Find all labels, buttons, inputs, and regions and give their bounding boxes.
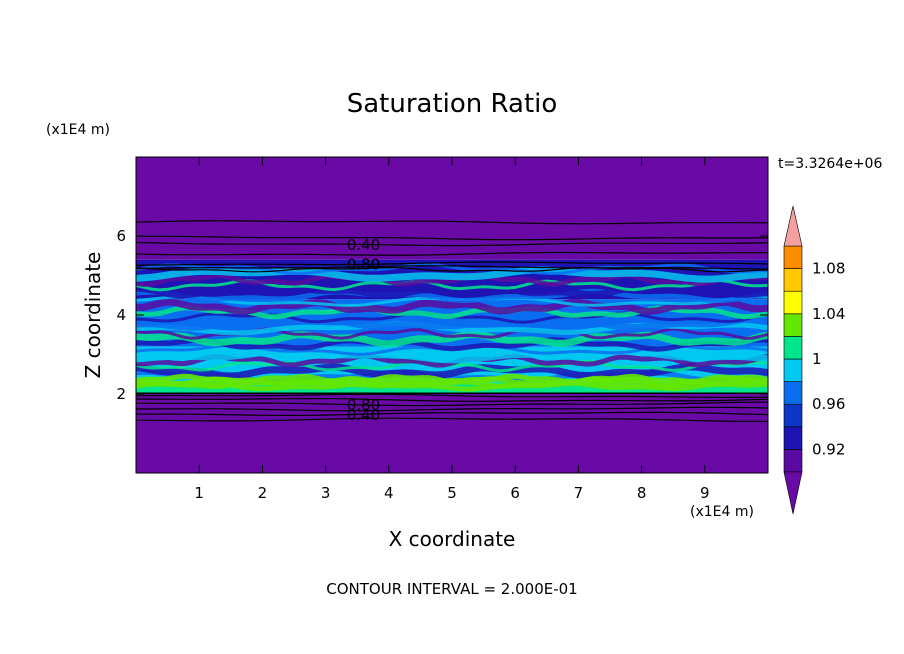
x-tick-label: 2 xyxy=(258,484,268,502)
colorbar: 0.92 0.96 1 1.04 1.08 xyxy=(783,205,845,515)
layer-streak xyxy=(136,298,768,316)
colorbar-over-triangle xyxy=(783,205,803,247)
layer-streak xyxy=(136,347,768,364)
y-tick-label: 6 xyxy=(116,227,126,245)
layer-band xyxy=(136,157,768,260)
layer-streak xyxy=(136,272,768,287)
contour-line xyxy=(136,261,768,266)
colorbar-tick-label: 1.04 xyxy=(812,305,845,323)
colorbar-tick-label: 1.08 xyxy=(812,260,845,278)
contour-line xyxy=(136,393,768,398)
colorbar-bin xyxy=(783,449,803,473)
y-axis-label: Z coordinate xyxy=(81,252,105,379)
x-tick-label: 5 xyxy=(447,484,457,502)
colorbar-under-triangle xyxy=(783,471,803,515)
plot-layers xyxy=(136,157,768,473)
contour-label: 0.80 xyxy=(347,396,380,414)
contour-line xyxy=(136,265,768,270)
colorbar-bin xyxy=(783,426,803,450)
colorbar-tick-label: 0.92 xyxy=(812,440,845,458)
layer-band xyxy=(136,394,768,473)
contour-label: 0.40 xyxy=(347,406,380,424)
layer-streak xyxy=(136,262,768,276)
contour-line xyxy=(136,417,768,422)
contour-interval-label: CONTOUR INTERVAL = 2.000E-01 xyxy=(326,580,577,598)
contour-line xyxy=(136,241,768,247)
x-tick-label: 9 xyxy=(700,484,710,502)
x-tick-label: 8 xyxy=(637,484,647,502)
contour-line xyxy=(136,266,768,273)
x-tick-label: 7 xyxy=(574,484,584,502)
layer-streak xyxy=(136,282,768,299)
colorbar-bin xyxy=(783,268,803,292)
y-unit-label: (x1E4 m) xyxy=(46,122,110,138)
colorbar-tick-label: 0.96 xyxy=(812,395,845,413)
contour-label: 0.40 xyxy=(347,236,380,254)
y-tick-label: 2 xyxy=(116,385,126,403)
layer-streak xyxy=(136,288,768,304)
chart-title: Saturation Ratio xyxy=(347,89,558,119)
contour-line xyxy=(136,406,768,412)
colorbar-bin xyxy=(783,381,803,405)
x-unit-label: (x1E4 m) xyxy=(690,504,754,520)
colorbar-bin xyxy=(783,403,803,428)
layer-streak xyxy=(136,337,768,352)
x-axis-label: X coordinate xyxy=(389,527,516,551)
contour-line xyxy=(136,235,768,241)
colorbar-bin xyxy=(783,358,803,382)
colorbar-bin xyxy=(783,290,803,315)
x-tick-label: 4 xyxy=(384,484,394,502)
y-axis-ticks: 2 4 6 xyxy=(116,227,768,403)
colorbar-bin xyxy=(783,245,803,269)
contour-line xyxy=(136,398,768,402)
contour-line xyxy=(136,401,768,407)
colorbar-bin xyxy=(783,313,803,337)
colorbar-bin xyxy=(783,336,803,360)
x-axis-ticks: 1 2 3 4 5 6 7 8 9 xyxy=(194,157,710,502)
colorbar-tick-label: 1 xyxy=(812,350,822,368)
contour-label: 0.80 xyxy=(347,256,380,274)
layer-streak xyxy=(136,314,768,331)
x-tick-label: 3 xyxy=(321,484,331,502)
contour-line xyxy=(136,411,768,416)
contour-line xyxy=(136,251,768,256)
layer-streak xyxy=(136,363,768,380)
layer-streak xyxy=(136,266,768,283)
y-tick-label: 4 xyxy=(116,306,126,324)
x-tick-label: 6 xyxy=(510,484,520,502)
x-tick-label: 1 xyxy=(194,484,204,502)
contour-line xyxy=(136,220,768,225)
time-label: t=3.3264e+06 xyxy=(778,156,882,172)
contour-lines: 0.400.800.800.40 xyxy=(136,220,768,424)
layer-streak xyxy=(136,373,768,385)
